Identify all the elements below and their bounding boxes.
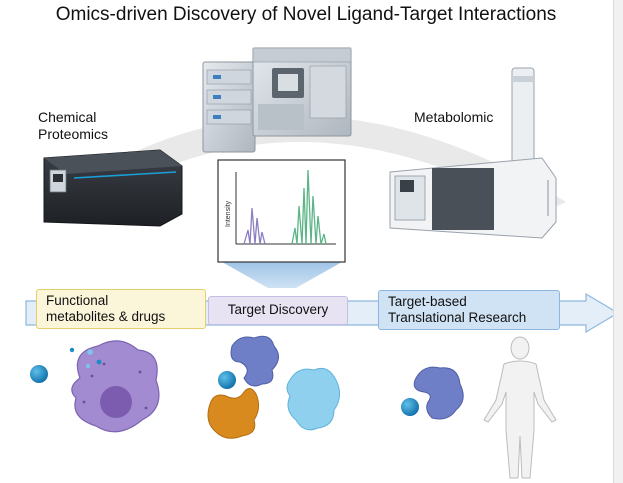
lc-ms-instrument-icon	[202, 47, 352, 153]
protein-blue-icon	[286, 367, 340, 431]
vertical-scrollbar[interactable]	[613, 0, 623, 483]
cell-icon	[71, 340, 160, 433]
ligand-dot	[87, 349, 93, 355]
ligand-dot	[69, 347, 75, 353]
ligand-dot	[96, 359, 102, 365]
label-metabolomics: Metabolomic	[414, 109, 494, 125]
human-figure-icon	[483, 336, 557, 479]
protein-purple-bound-icon	[413, 366, 464, 420]
protein-orange-icon	[207, 388, 260, 439]
spectrum-peak-purple	[243, 207, 266, 245]
stage-functional-metabolites: Functional metabolites & drugs	[36, 289, 206, 329]
spectrum-funnel	[222, 262, 342, 288]
chemical-proteomics-instrument-icon	[43, 149, 183, 227]
ligand-ball-target	[218, 371, 236, 389]
metabolomics-instrument-icon	[389, 67, 557, 239]
protein-purple-icon	[230, 335, 279, 387]
stage-target-discovery: Target Discovery	[208, 296, 348, 325]
stage-translational-research: Target-based Translational Research	[378, 290, 560, 330]
spectrum-panel	[217, 159, 346, 263]
spectrum-peak-green	[291, 169, 327, 245]
figure-title: Omics-driven Discovery of Novel Ligand-T…	[55, 4, 557, 25]
ligand-dot	[86, 364, 90, 368]
label-chemical-proteomics: Chemical Proteomics	[38, 109, 109, 142]
spectrum-ylabel: Intensity	[225, 200, 232, 227]
ligand-ball-bound	[401, 398, 419, 416]
background-arc	[48, 116, 566, 214]
ligand-ball-left	[30, 365, 48, 383]
